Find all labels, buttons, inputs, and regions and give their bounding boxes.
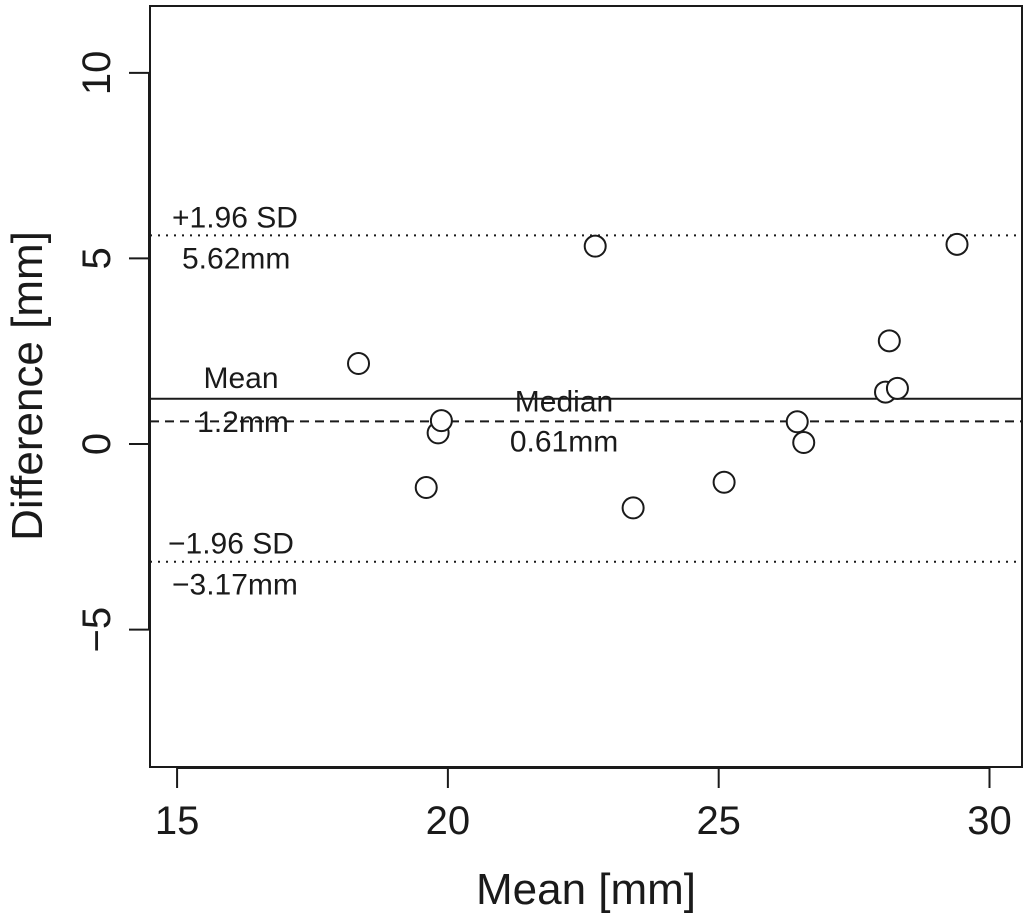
median-label: Median — [515, 385, 613, 418]
x-tick-label: 15 — [155, 799, 200, 843]
lower-limit-label: −1.96 SD — [168, 528, 294, 561]
data-point — [877, 329, 901, 353]
y-axis: −5 0 5 10 — [75, 51, 150, 653]
data-point — [429, 409, 453, 433]
y-tick-label: 5 — [75, 247, 119, 269]
y-tick-label: −5 — [75, 607, 119, 653]
data-point — [621, 496, 645, 520]
x-axis: 15 20 25 30 — [155, 767, 1012, 843]
median-value-label: 0.61mm — [510, 425, 618, 458]
data-point — [347, 351, 371, 375]
data-point — [414, 475, 438, 499]
data-point — [792, 431, 816, 455]
data-point — [885, 376, 909, 400]
lower-limit-value-label: −3.17mm — [172, 569, 298, 602]
reference-line-labels: +1.96 SD 5.62mm Mean 1.2mm Median 0.61mm −1.96… — [168, 201, 618, 601]
y-tick-label: 0 — [75, 433, 119, 455]
x-tick-label: 25 — [696, 799, 741, 843]
data-points — [347, 232, 969, 520]
data-point — [583, 234, 607, 258]
mean-value-label: 1.2mm — [197, 406, 289, 439]
upper-limit-value-label: 5.62mm — [182, 242, 290, 275]
data-point — [785, 410, 809, 434]
y-tick-label: 10 — [75, 51, 119, 96]
data-point — [945, 232, 969, 256]
x-axis-title: Mean [mm] — [476, 865, 696, 914]
mean-label: Mean — [203, 362, 278, 395]
x-tick-label: 20 — [426, 799, 471, 843]
y-axis-title: Difference [mm] — [3, 231, 52, 541]
upper-limit-label: +1.96 SD — [172, 201, 298, 234]
data-point — [712, 470, 736, 494]
x-tick-label: 30 — [967, 799, 1012, 843]
